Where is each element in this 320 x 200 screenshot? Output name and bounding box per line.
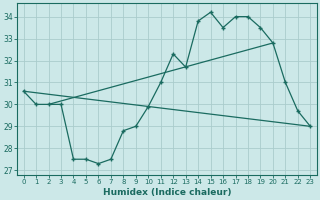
X-axis label: Humidex (Indice chaleur): Humidex (Indice chaleur)	[103, 188, 231, 197]
